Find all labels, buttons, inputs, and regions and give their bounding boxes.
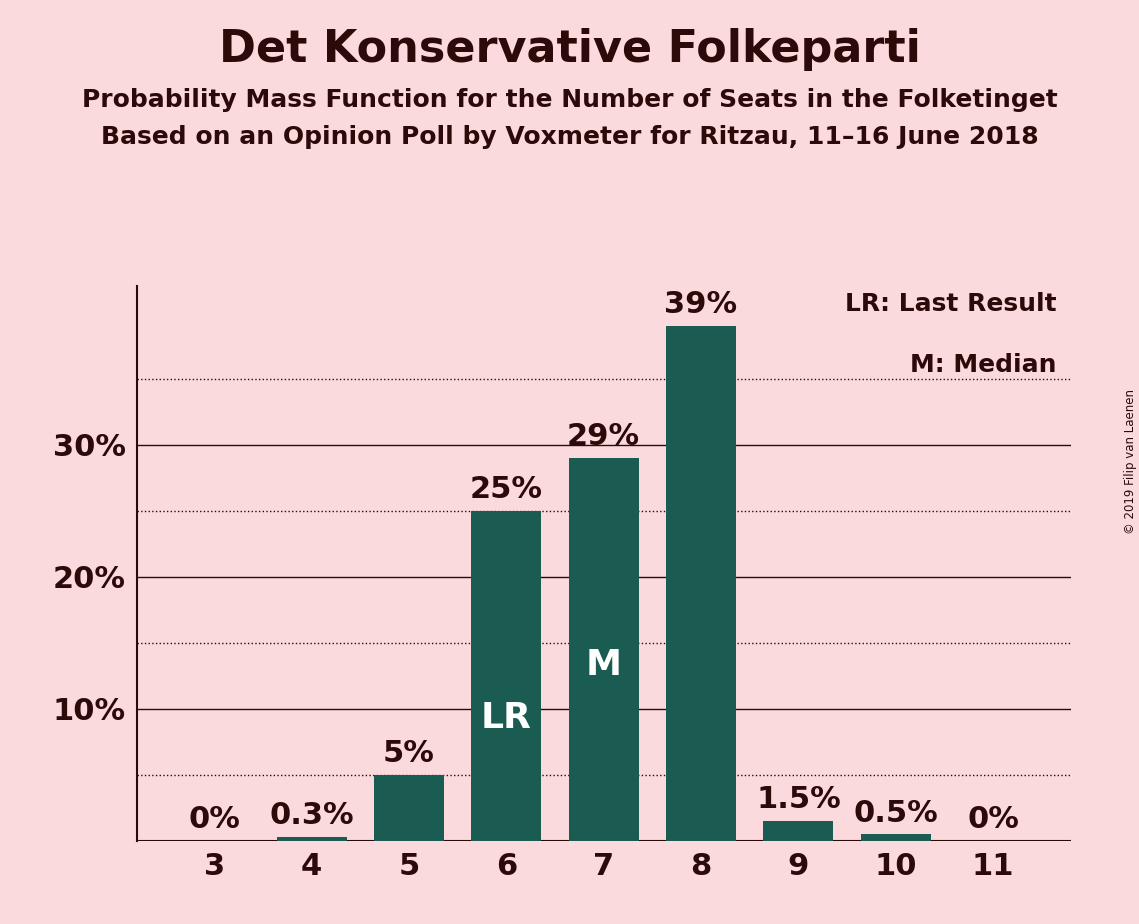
Text: Det Konservative Folkeparti: Det Konservative Folkeparti — [219, 28, 920, 71]
Text: 29%: 29% — [567, 422, 640, 452]
Bar — [472, 511, 541, 841]
Text: Based on an Opinion Poll by Voxmeter for Ritzau, 11–16 June 2018: Based on an Opinion Poll by Voxmeter for… — [100, 125, 1039, 149]
Text: 25%: 25% — [469, 475, 543, 505]
Text: 1.5%: 1.5% — [756, 785, 841, 814]
Text: 39%: 39% — [664, 290, 738, 320]
Bar — [861, 834, 931, 841]
Text: Probability Mass Function for the Number of Seats in the Folketinget: Probability Mass Function for the Number… — [82, 88, 1057, 112]
Bar — [568, 458, 639, 841]
Text: © 2019 Filip van Laenen: © 2019 Filip van Laenen — [1124, 390, 1137, 534]
Text: 0.3%: 0.3% — [269, 801, 354, 831]
Bar — [666, 326, 736, 841]
Text: M: Median: M: Median — [910, 353, 1057, 377]
Text: 5%: 5% — [383, 739, 435, 768]
Text: M: M — [585, 649, 622, 683]
Bar — [374, 775, 444, 841]
Text: LR: Last Result: LR: Last Result — [845, 292, 1057, 316]
Text: 0%: 0% — [188, 805, 240, 834]
Text: 0%: 0% — [967, 805, 1019, 834]
Bar — [277, 837, 346, 841]
Text: 0.5%: 0.5% — [853, 798, 939, 828]
Bar — [763, 821, 834, 841]
Text: LR: LR — [481, 701, 532, 736]
